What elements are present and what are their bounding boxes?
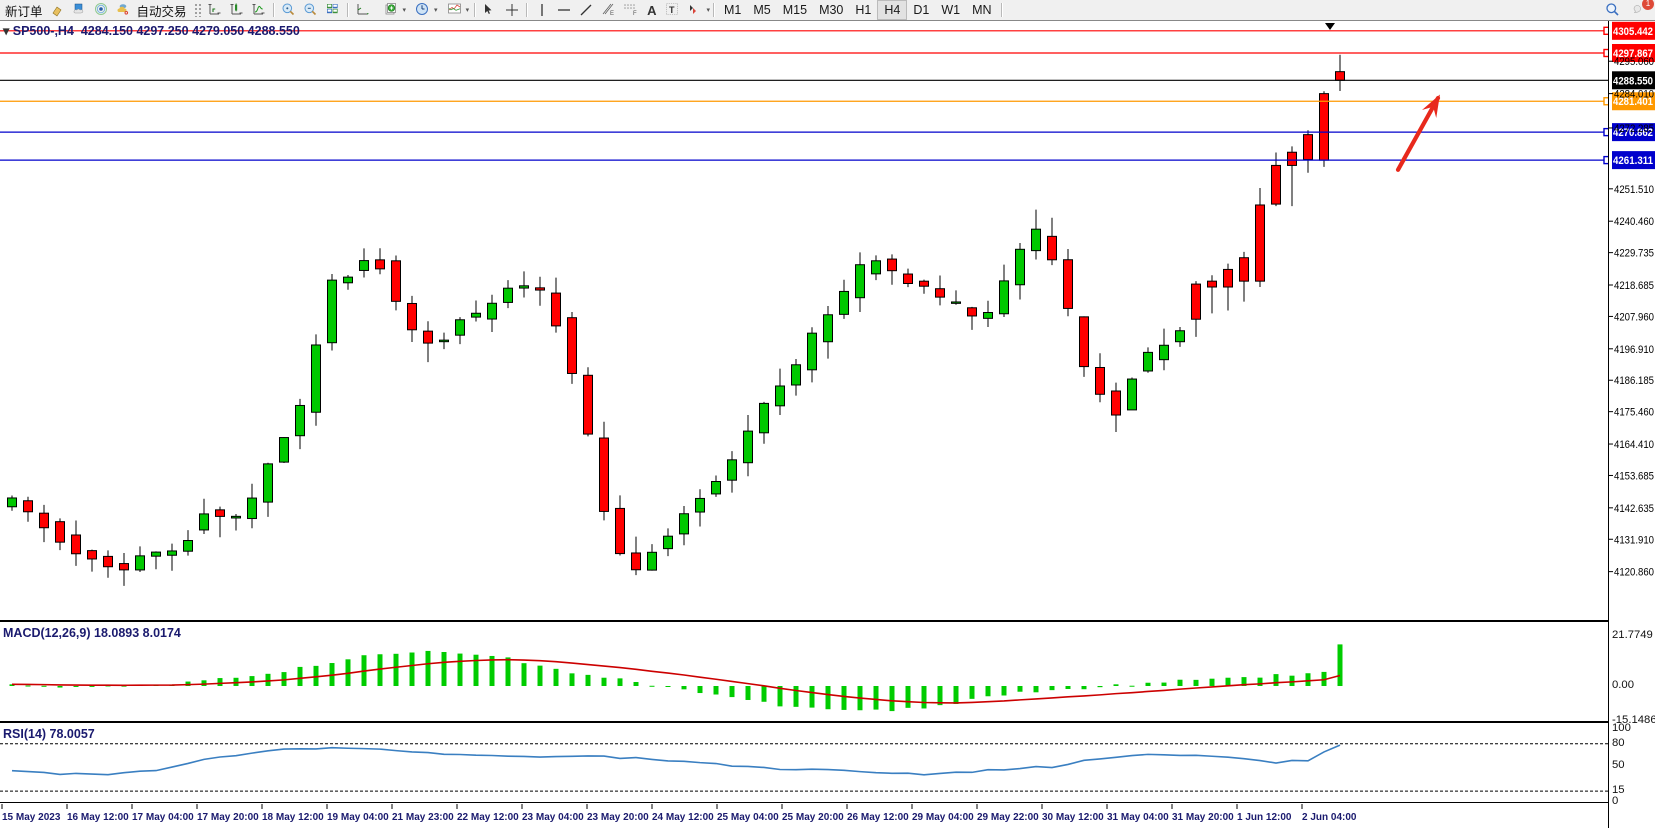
svg-text:22 May 12:00: 22 May 12:00	[457, 812, 519, 823]
svg-text:23 May 20:00: 23 May 20:00	[587, 812, 649, 823]
svg-text:17 May 20:00: 17 May 20:00	[197, 812, 259, 823]
svg-text:31 May 20:00: 31 May 20:00	[1172, 812, 1234, 823]
svg-text:30 May 12:00: 30 May 12:00	[1042, 812, 1104, 823]
svg-text:4120.860: 4120.860	[1614, 567, 1654, 579]
svg-text:1 Jun 12:00: 1 Jun 12:00	[1237, 812, 1292, 823]
svg-text:4153.685: 4153.685	[1614, 470, 1654, 482]
svg-text:T: T	[669, 5, 675, 15]
svg-text:18 May 12:00: 18 May 12:00	[262, 812, 324, 823]
svg-text:31 May 04:00: 31 May 04:00	[1107, 812, 1169, 823]
svg-text:4175.460: 4175.460	[1614, 407, 1654, 419]
svg-text:F: F	[633, 11, 637, 17]
svg-text:19 May 04:00: 19 May 04:00	[327, 812, 389, 823]
svg-text:15 May 2023: 15 May 2023	[2, 812, 61, 823]
svg-text:4272.285: 4272.285	[1614, 123, 1654, 135]
svg-text:4251.510: 4251.510	[1614, 184, 1654, 196]
svg-text:29 May 04:00: 29 May 04:00	[912, 812, 974, 823]
svg-text:4142.635: 4142.635	[1614, 503, 1654, 515]
svg-text:4240.460: 4240.460	[1614, 216, 1654, 228]
svg-text:4218.685: 4218.685	[1614, 280, 1654, 292]
svg-text:4288.550: 4288.550	[1613, 75, 1653, 87]
svg-text:4295.060: 4295.060	[1614, 56, 1654, 68]
svg-text:23 May 04:00: 23 May 04:00	[522, 812, 584, 823]
svg-text:E: E	[610, 11, 614, 17]
svg-text:29 May 22:00: 29 May 22:00	[977, 812, 1039, 823]
svg-text:25 May 20:00: 25 May 20:00	[782, 812, 844, 823]
svg-text:4229.735: 4229.735	[1614, 248, 1654, 260]
svg-text:4284.010: 4284.010	[1614, 89, 1654, 101]
svg-text:24 May 12:00: 24 May 12:00	[652, 812, 714, 823]
svg-text:4207.960: 4207.960	[1614, 311, 1654, 323]
svg-text:26 May 12:00: 26 May 12:00	[847, 812, 909, 823]
svg-text:4261.311: 4261.311	[1613, 155, 1653, 167]
svg-text:16 May 12:00: 16 May 12:00	[67, 812, 129, 823]
svg-text:21 May 23:00: 21 May 23:00	[392, 812, 454, 823]
svg-text:17 May 04:00: 17 May 04:00	[132, 812, 194, 823]
svg-text:4196.910: 4196.910	[1614, 344, 1654, 356]
svg-text:25 May 04:00: 25 May 04:00	[717, 812, 779, 823]
svg-text:4131.910: 4131.910	[1614, 534, 1654, 546]
svg-text:4305.442: 4305.442	[1613, 26, 1653, 38]
svg-text:4186.185: 4186.185	[1614, 375, 1654, 387]
svg-text:4164.410: 4164.410	[1614, 439, 1654, 451]
svg-text:2 Jun 04:00: 2 Jun 04:00	[1302, 812, 1357, 823]
